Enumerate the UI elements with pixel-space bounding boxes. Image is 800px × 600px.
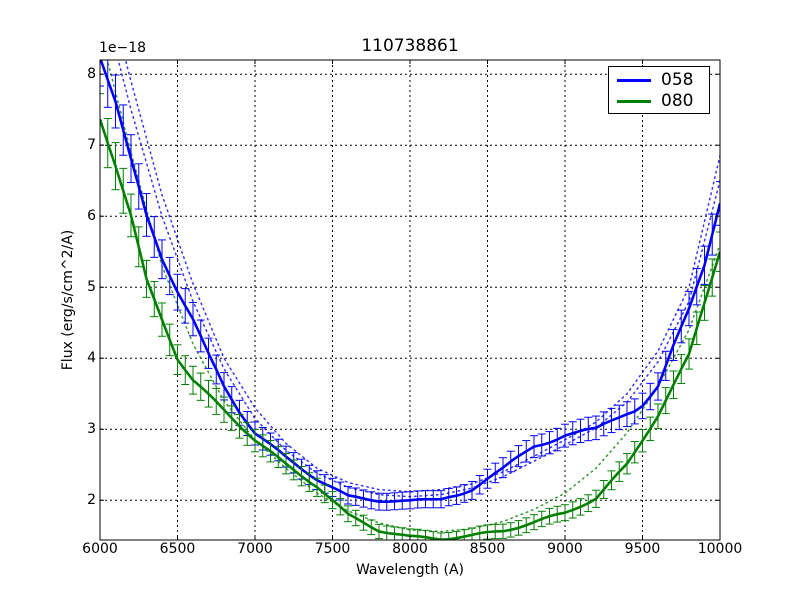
- y-tick-label: 8: [87, 66, 96, 83]
- legend-swatch-blue: [617, 78, 651, 82]
- y-tick-label: 5: [87, 279, 96, 296]
- y-tick-label: 2: [87, 492, 96, 509]
- legend-label: 058: [661, 70, 694, 90]
- x-tick-label: 7500: [314, 541, 351, 557]
- y-tick-label: 3: [87, 421, 96, 438]
- x-tick-label: 7000: [237, 541, 273, 557]
- tick-marks: [99, 60, 721, 540]
- x-tick-label: 8000: [392, 541, 428, 557]
- plot-area: [100, 60, 720, 540]
- legend: 058 080: [608, 66, 710, 114]
- y-tick-label: 7: [87, 137, 96, 154]
- x-tick-label: 8500: [469, 541, 506, 557]
- y-tick-label: 4: [87, 350, 96, 367]
- x-tick-label: 10000: [697, 541, 743, 557]
- x-axis-label: Wavelength (A): [355, 562, 464, 578]
- x-tick-label: 6000: [82, 541, 118, 557]
- x-tick-label: 9500: [624, 541, 661, 557]
- y-axis-label: Flux (erg/s/cm^2/A): [60, 229, 76, 371]
- y-offset-label: 1e−18: [99, 40, 147, 56]
- x-tick-label: 6500: [159, 541, 196, 557]
- chart-title: 110738861: [361, 36, 459, 56]
- x-tick-label: 9000: [547, 541, 583, 557]
- legend-label: 080: [661, 91, 694, 111]
- y-tick-label: 6: [87, 208, 96, 225]
- legend-item-058: 058: [617, 70, 693, 90]
- legend-swatch-green: [617, 99, 651, 103]
- legend-item-080: 080: [617, 91, 693, 111]
